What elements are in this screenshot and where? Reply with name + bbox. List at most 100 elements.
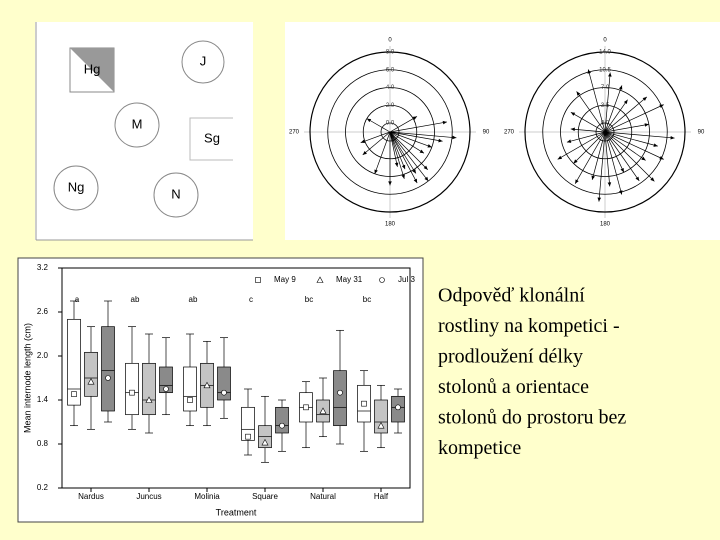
box xyxy=(101,326,115,412)
y-tick-label: 2.6 xyxy=(37,307,49,316)
arrow xyxy=(570,111,606,133)
x-tick-label: Juncus xyxy=(136,492,161,501)
mean-marker xyxy=(361,400,367,407)
ring-label: 0.0 xyxy=(601,121,610,127)
arrow xyxy=(389,131,429,182)
arrow-head xyxy=(388,181,392,186)
plot-frame xyxy=(61,267,411,489)
arrow xyxy=(360,131,391,143)
node-shade xyxy=(70,48,114,92)
arrow-head xyxy=(442,120,447,125)
ring-label: 0.0 xyxy=(386,121,395,127)
arrow-head xyxy=(670,135,675,140)
arrow xyxy=(389,131,418,184)
arrow xyxy=(604,131,675,139)
legend-label: May 31 xyxy=(336,275,363,284)
mean-marker xyxy=(319,407,327,414)
box xyxy=(142,362,156,416)
arrow xyxy=(604,96,648,133)
arrow-head xyxy=(623,99,628,105)
box xyxy=(159,366,173,394)
mean-marker xyxy=(221,389,227,396)
arrow xyxy=(389,131,443,142)
group-letter: c xyxy=(249,295,253,304)
node-label: N xyxy=(171,186,180,201)
angle-label: 180 xyxy=(600,222,611,228)
mean-marker xyxy=(279,422,285,429)
arrow xyxy=(604,131,646,161)
arrow xyxy=(366,118,391,133)
arrow-head xyxy=(618,85,623,90)
box xyxy=(333,370,347,427)
box xyxy=(374,399,388,434)
box xyxy=(217,366,231,401)
mean-marker xyxy=(303,404,309,411)
arrow xyxy=(604,131,640,182)
arrow xyxy=(604,99,628,133)
arrow xyxy=(604,131,611,187)
group-letter: a xyxy=(75,295,80,304)
arrow xyxy=(389,131,417,174)
arrow-head xyxy=(570,112,576,116)
angle-label: 0 xyxy=(603,38,607,44)
ring-label: 14.0 xyxy=(599,50,611,56)
polar-panel xyxy=(285,22,720,240)
arrow xyxy=(604,131,655,182)
node-circle xyxy=(181,40,225,84)
ring xyxy=(524,51,686,213)
arrow xyxy=(604,85,623,133)
arrow-head xyxy=(608,72,612,77)
mean-marker xyxy=(187,397,193,403)
node-circle xyxy=(114,102,160,148)
y-tick-label: 3.2 xyxy=(37,263,49,272)
mean-marker xyxy=(105,375,111,381)
ring xyxy=(309,51,471,213)
mean-marker xyxy=(255,277,261,283)
arrow-head xyxy=(587,69,592,74)
ring xyxy=(577,104,633,160)
mean-marker xyxy=(129,389,135,396)
box xyxy=(275,406,289,434)
node-circle xyxy=(153,172,199,218)
mean-marker xyxy=(337,389,343,396)
arrow-head xyxy=(427,144,432,148)
arrow-head xyxy=(573,159,578,164)
box xyxy=(84,351,98,397)
arrow-head xyxy=(362,150,367,155)
arrow-head xyxy=(644,123,649,127)
mean-marker xyxy=(377,422,385,429)
angle-label: 270 xyxy=(289,130,300,136)
arrow xyxy=(570,128,606,133)
legend-label: Jul 3 xyxy=(398,275,415,284)
mean-marker xyxy=(261,438,269,446)
y-tick-label: 0.2 xyxy=(37,483,49,492)
ring xyxy=(595,122,615,142)
y-tick-label: 2.0 xyxy=(37,351,49,360)
arrow xyxy=(389,131,457,139)
arrow-head xyxy=(642,96,647,101)
ring-label: 6.0 xyxy=(386,67,395,73)
angle-label: 90 xyxy=(698,130,705,136)
arrow-head xyxy=(620,167,624,173)
arrow-head xyxy=(659,104,664,108)
arrow-head xyxy=(438,138,443,143)
node-label: Ng xyxy=(68,179,85,194)
arrow-head xyxy=(570,127,575,132)
arrow-head xyxy=(591,175,595,180)
arrow xyxy=(389,131,432,148)
arrow xyxy=(587,69,606,133)
arrow xyxy=(362,131,391,156)
arrow-head xyxy=(419,149,424,154)
ring xyxy=(327,69,453,195)
arrow xyxy=(604,123,649,133)
arrow xyxy=(604,72,611,133)
arrow xyxy=(604,131,623,195)
arrow-head xyxy=(576,91,581,96)
arrow xyxy=(604,131,625,173)
x-tick-label: Nardus xyxy=(78,492,104,501)
x-axis-label: Treatment xyxy=(216,507,257,517)
arrow-head xyxy=(653,143,658,147)
mean-marker xyxy=(87,378,95,385)
node-label: Hg xyxy=(84,61,101,76)
y-tick-label: 0.8 xyxy=(37,439,49,448)
